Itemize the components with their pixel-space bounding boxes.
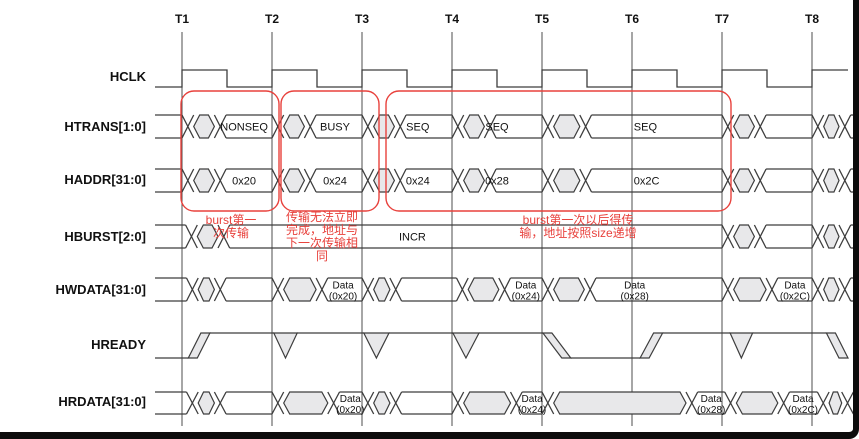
svg-text:(0x28): (0x28) (621, 292, 649, 303)
annotation-box (385, 90, 732, 212)
annotation-note-burst-first: burst第一 次传输 (205, 213, 257, 240)
svg-text:0x24: 0x24 (406, 176, 430, 188)
time-label-t2: T2 (264, 12, 279, 26)
waveform-hwdata: Data(0x20)Data(0x24)Data(0x28)Data(0x2C) (155, 277, 855, 303)
waveform-hready (155, 332, 849, 360)
svg-text:INCR: INCR (399, 232, 426, 244)
svg-text:(0x24): (0x24) (512, 292, 540, 303)
signal-label-hwdata: HWDATA[31:0] (55, 282, 146, 297)
annotation-note-busy-explain: 传输无法立即 完成，地址与 下一次传输相 同 (285, 210, 359, 263)
svg-text:Data: Data (624, 281, 646, 292)
svg-text:BUSY: BUSY (320, 122, 351, 134)
svg-text:Data: Data (522, 394, 544, 405)
svg-text:(0x24): (0x24) (518, 405, 546, 416)
signal-label-hburst: HBURST[2:0] (64, 229, 146, 244)
svg-text:Data: Data (792, 394, 814, 405)
time-label-t6: T6 (624, 12, 639, 26)
annotation-box (180, 90, 280, 212)
svg-text:NONSEQ: NONSEQ (220, 122, 268, 134)
signal-label-hclk: HCLK (109, 69, 146, 84)
svg-text:Data: Data (515, 281, 537, 292)
signal-label-hrdata: HRDATA[31:0] (58, 394, 146, 409)
waveform-hrdata: Data(0x20)Data(0x24)Data(0x28)Data(0x2C) (155, 391, 856, 416)
svg-text:SEQ: SEQ (406, 122, 430, 134)
waveform-htrans: NONSEQ BUSY SEQ SEQ SEQ (155, 114, 855, 139)
grid-lines (181, 32, 813, 426)
svg-text:0x24: 0x24 (323, 176, 347, 188)
annotation-note-incr-explain: burst第一次以后得传 输，地址按照size递增 (519, 213, 637, 240)
time-label-t7: T7 (714, 12, 729, 26)
svg-text:(0x2C): (0x2C) (780, 292, 810, 303)
svg-text:(0x28): (0x28) (697, 405, 725, 416)
time-label-t8: T8 (804, 12, 819, 26)
annotation-boxes (180, 90, 732, 212)
waveform-hburst: INCR (155, 224, 855, 249)
svg-text:(0x2C): (0x2C) (788, 405, 818, 416)
waveform-hclk (155, 69, 848, 88)
annotation-box (280, 90, 380, 212)
svg-text:0x2C: 0x2C (634, 176, 660, 188)
svg-text:(0x20): (0x20) (336, 405, 364, 416)
svg-text:SEQ: SEQ (634, 122, 658, 134)
svg-text:Data: Data (784, 281, 806, 292)
svg-text:SEQ: SEQ (485, 122, 509, 134)
signal-label-htrans: HTRANS[1:0] (64, 119, 146, 134)
waveform-haddr: 0x20 0x24 0x24 0x28 0x2C (155, 168, 855, 193)
time-label-t5: T5 (534, 12, 549, 26)
time-label-t4: T4 (444, 12, 459, 26)
svg-text:Data: Data (701, 394, 723, 405)
svg-text:Data: Data (340, 394, 362, 405)
svg-text:(0x20): (0x20) (329, 292, 357, 303)
svg-text:0x28: 0x28 (485, 176, 509, 188)
time-label-t3: T3 (354, 12, 369, 26)
time-label-t1: T1 (174, 12, 189, 26)
svg-text:Data: Data (333, 281, 355, 292)
signal-label-hready: HREADY (91, 337, 146, 352)
signal-label-haddr: HADDR[31:0] (64, 172, 146, 187)
svg-text:0x20: 0x20 (232, 176, 256, 188)
